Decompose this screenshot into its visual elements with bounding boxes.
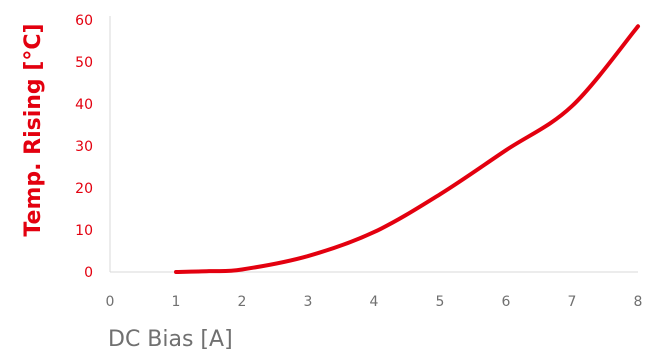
y-tick-label: 50	[75, 55, 93, 71]
y-axis-label: Temp. Rising [°C]	[21, 23, 46, 236]
y-tick-label: 0	[84, 265, 93, 281]
y-tick-label: 20	[75, 181, 93, 197]
y-tick-label: 60	[75, 13, 93, 29]
x-tick-label: 6	[502, 294, 511, 310]
x-tick-label: 5	[436, 294, 445, 310]
y-tick-labels: 0 10 20 30 40 50 60	[75, 13, 93, 281]
x-tick-label: 3	[304, 294, 313, 310]
x-tick-label: 8	[634, 294, 643, 310]
y-tick-label: 30	[75, 139, 93, 155]
x-tick-label: 4	[370, 294, 379, 310]
series-group	[174, 24, 640, 274]
y-tick-label: 40	[75, 97, 93, 113]
x-tick-label: 7	[568, 294, 577, 310]
x-tick-label: 0	[106, 294, 115, 310]
x-tick-label: 2	[238, 294, 247, 310]
x-axis-label: DC Bias [A]	[108, 327, 233, 352]
y-tick-label: 10	[75, 223, 93, 239]
x-tick-labels: 0 1 2 3 4 5 6 7 8	[106, 294, 643, 310]
series-line	[174, 24, 640, 274]
x-tick-label: 1	[172, 294, 181, 310]
